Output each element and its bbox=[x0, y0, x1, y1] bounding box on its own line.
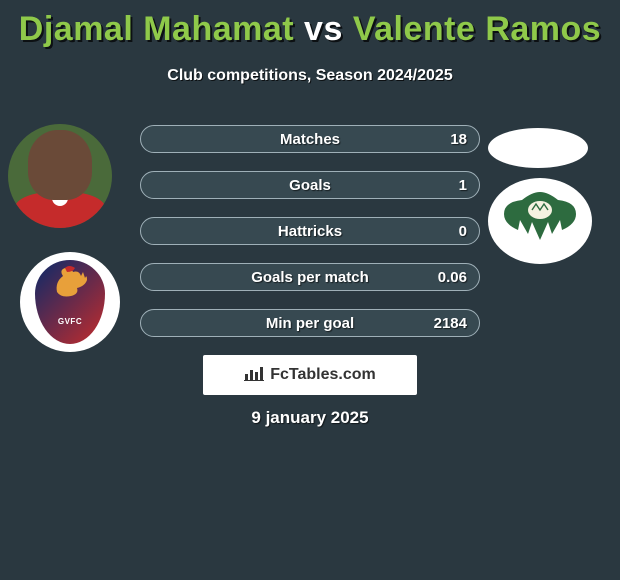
subtitle: Club competitions, Season 2024/2025 bbox=[0, 67, 620, 85]
stat-label: Goals bbox=[141, 177, 479, 194]
vs-separator: vs bbox=[294, 10, 353, 48]
player1-head bbox=[28, 130, 92, 200]
page-title: Djamal Mahamat vs Valente Ramos bbox=[0, 0, 620, 49]
stat-value: 2184 bbox=[434, 315, 467, 332]
player1-photo bbox=[8, 124, 112, 228]
player2-name: Valente Ramos bbox=[353, 10, 601, 48]
player2-photo-placeholder bbox=[488, 128, 588, 168]
stat-label: Min per goal bbox=[141, 315, 479, 332]
watermark: FcTables.com bbox=[203, 355, 417, 395]
stat-row-min-per-goal: Min per goal 2184 bbox=[140, 309, 480, 337]
club1-badge: GVFC bbox=[35, 260, 105, 344]
stat-value: 0.06 bbox=[438, 269, 467, 286]
stats-panel: Matches 18 Goals 1 Hattricks 0 Goals per… bbox=[140, 125, 480, 355]
stat-row-matches: Matches 18 bbox=[140, 125, 480, 153]
stat-label: Hattricks bbox=[141, 223, 479, 240]
stat-row-goals-per-match: Goals per match 0.06 bbox=[140, 263, 480, 291]
stat-label: Goals per match bbox=[141, 269, 479, 286]
club2-badge bbox=[502, 190, 578, 252]
watermark-text: FcTables.com bbox=[270, 366, 376, 384]
club1-text: GVFC bbox=[58, 317, 82, 326]
stat-value: 1 bbox=[459, 177, 467, 194]
stat-row-goals: Goals 1 bbox=[140, 171, 480, 199]
club2-logo bbox=[488, 178, 592, 264]
stat-value: 18 bbox=[450, 131, 467, 148]
date: 9 january 2025 bbox=[0, 408, 620, 428]
stat-row-hattricks: Hattricks 0 bbox=[140, 217, 480, 245]
stat-label: Matches bbox=[141, 131, 479, 148]
player1-name: Djamal Mahamat bbox=[19, 10, 294, 48]
stat-value: 0 bbox=[459, 223, 467, 240]
club1-logo: GVFC bbox=[20, 252, 120, 352]
bar-chart-icon bbox=[244, 365, 264, 386]
rooster-icon bbox=[49, 264, 91, 300]
